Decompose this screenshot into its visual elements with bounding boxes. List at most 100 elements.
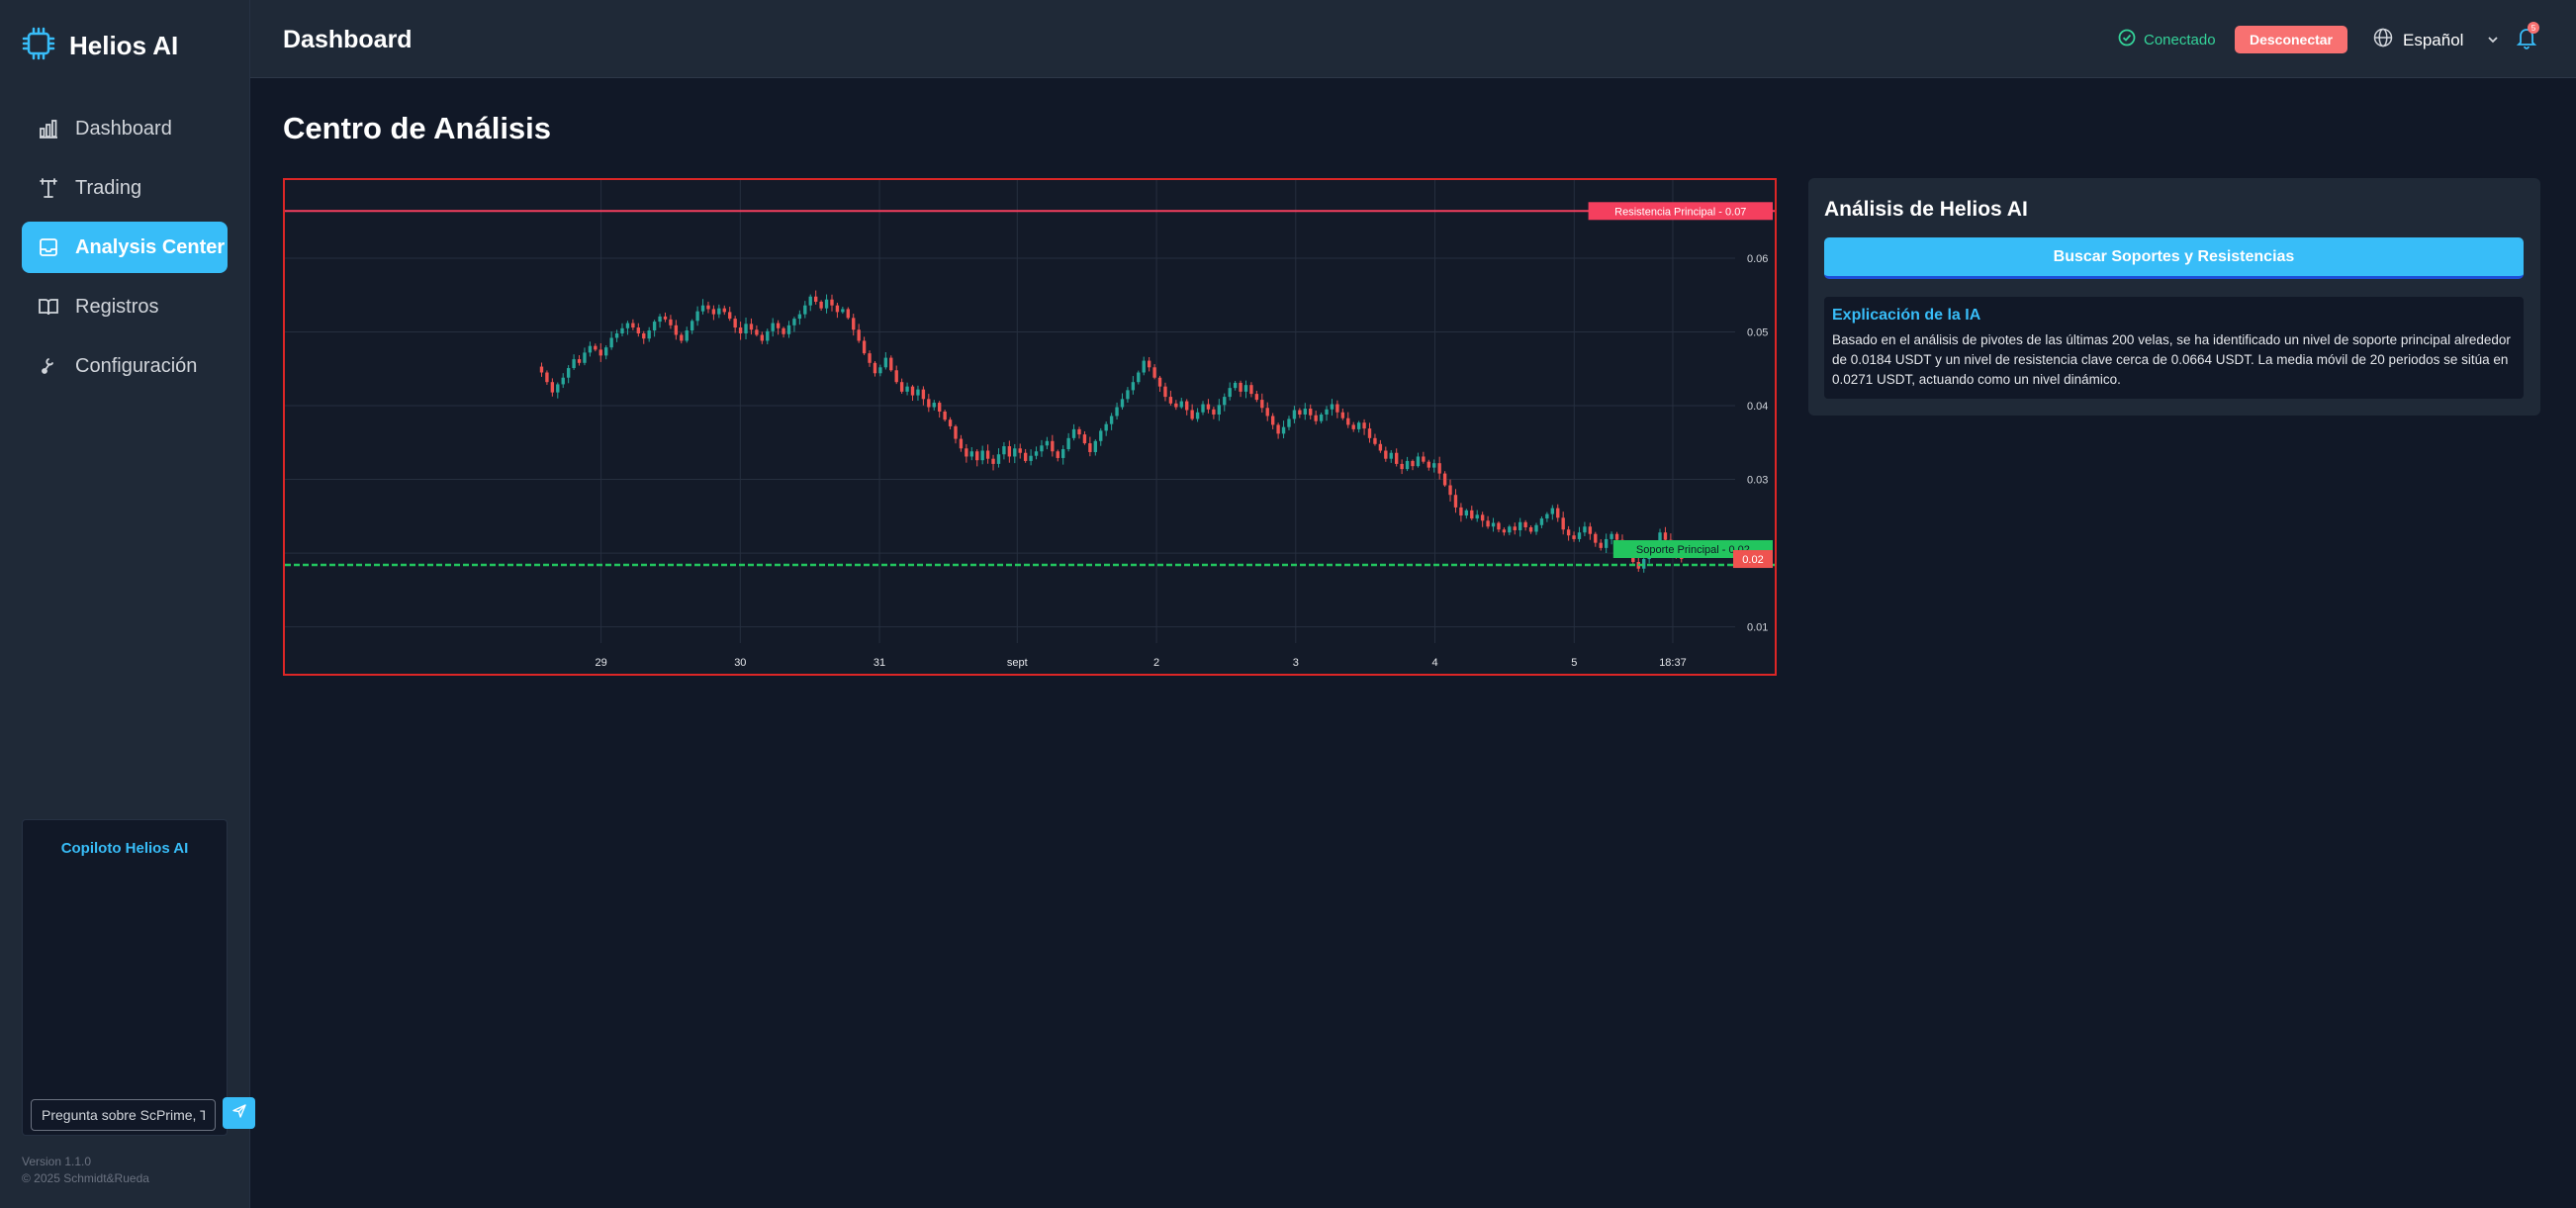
candle-body bbox=[1346, 418, 1350, 425]
x-tick-label: sept bbox=[1007, 657, 1028, 669]
candle-body bbox=[1233, 382, 1238, 389]
y-tick-label: 0.05 bbox=[1747, 327, 1768, 339]
candle-body bbox=[1475, 514, 1479, 519]
find-support-resistance-button[interactable]: Buscar Soportes y Resistencias bbox=[1824, 237, 2524, 279]
send-icon bbox=[231, 1103, 246, 1123]
candle-body bbox=[824, 299, 829, 309]
candle-body bbox=[996, 454, 1001, 464]
panel-title: Análisis de Helios AI bbox=[1824, 198, 2028, 221]
candle-body bbox=[1437, 463, 1441, 474]
bell-icon bbox=[2516, 29, 2537, 53]
candle-body bbox=[1448, 485, 1452, 496]
connection-status-label: Conectado bbox=[2144, 31, 2216, 48]
price-chart[interactable]: 0.06 0.05 0.04 0.03 0.02 0.01 29 30 31 sept 2 3 4 5 18… bbox=[283, 178, 1777, 676]
candle-body bbox=[771, 323, 775, 331]
language-selector[interactable]: Español bbox=[2373, 28, 2499, 52]
candle-body bbox=[889, 357, 893, 371]
candle-body bbox=[1594, 533, 1598, 543]
candle-body bbox=[1239, 382, 1242, 392]
candle-body bbox=[1384, 450, 1388, 459]
candle-body bbox=[1168, 397, 1173, 404]
copilot-send-button[interactable] bbox=[223, 1097, 255, 1129]
brand[interactable]: Helios AI bbox=[22, 26, 178, 65]
candle-body bbox=[685, 330, 689, 341]
candle-body bbox=[1223, 397, 1227, 406]
candle-body bbox=[1109, 416, 1114, 424]
candle-body bbox=[819, 301, 823, 309]
candle-body bbox=[1486, 520, 1490, 527]
ai-explanation: Explicación de la IA Basado en el anális… bbox=[1824, 297, 2524, 399]
header-title: Dashboard bbox=[283, 26, 413, 53]
sidebar-item-registros[interactable]: Registros bbox=[22, 281, 228, 332]
candle-body bbox=[722, 308, 726, 313]
candle-body bbox=[609, 337, 613, 348]
sidebar-item-trading[interactable]: Trading bbox=[22, 162, 228, 214]
chevron-down-icon bbox=[2487, 31, 2499, 50]
x-tick-label: 31 bbox=[874, 657, 885, 669]
candle-body bbox=[873, 362, 877, 374]
candle-body bbox=[932, 403, 936, 408]
sidebar-item-configuracion[interactable]: Configuración bbox=[22, 340, 228, 392]
candlestick-chart[interactable]: 0.06 0.05 0.04 0.03 0.02 0.01 29 30 31 sept 2 3 4 5 18… bbox=[285, 180, 1775, 674]
resistance-label-bg bbox=[1588, 202, 1773, 221]
candle-body bbox=[1142, 360, 1146, 373]
x-tick-label: 3 bbox=[1293, 657, 1299, 669]
candle-body bbox=[744, 324, 748, 334]
candle-body bbox=[808, 296, 812, 306]
candle-body bbox=[1212, 409, 1216, 415]
candle-body bbox=[1534, 524, 1538, 532]
disconnect-button[interactable]: Desconectar bbox=[2235, 26, 2347, 53]
copilot-panel: Copiloto Helios AI bbox=[22, 819, 228, 1136]
candle-body bbox=[1303, 409, 1307, 415]
candle-body bbox=[1340, 412, 1345, 418]
candle-body bbox=[1588, 526, 1593, 534]
candle-body bbox=[959, 438, 964, 449]
candle-body bbox=[1029, 455, 1033, 461]
candle-body bbox=[631, 323, 635, 328]
candle-body bbox=[620, 327, 624, 334]
x-tick-label: 30 bbox=[734, 657, 746, 669]
support-label-bg bbox=[1612, 540, 1773, 559]
book-icon bbox=[38, 296, 59, 318]
candle-body bbox=[738, 327, 743, 334]
candle-body bbox=[846, 309, 850, 319]
antenna-icon bbox=[38, 177, 59, 199]
candle-body bbox=[943, 412, 947, 420]
candle-body bbox=[1508, 526, 1512, 533]
candle-body bbox=[1389, 452, 1393, 459]
candle-body bbox=[899, 382, 904, 392]
candle-body bbox=[1480, 514, 1485, 521]
candle-body bbox=[1497, 522, 1501, 530]
candle-body bbox=[1185, 401, 1189, 411]
candle-body bbox=[1614, 533, 1619, 540]
candle-body bbox=[642, 333, 646, 339]
candle-body bbox=[674, 325, 679, 335]
candle-body bbox=[594, 345, 598, 350]
candle-body bbox=[1201, 404, 1205, 413]
candle-body bbox=[1018, 448, 1022, 453]
candle-body bbox=[1442, 473, 1447, 486]
candle-body bbox=[1066, 437, 1070, 450]
candle-body bbox=[1287, 418, 1291, 427]
brand-title: Helios AI bbox=[69, 30, 179, 60]
candle-body bbox=[782, 327, 785, 334]
candle-body bbox=[1378, 443, 1383, 451]
candle-body bbox=[975, 451, 979, 461]
candle-body bbox=[786, 325, 791, 334]
candle-body bbox=[1093, 440, 1097, 452]
candle-body bbox=[1356, 422, 1361, 429]
candle-body bbox=[1577, 532, 1582, 539]
candle-body bbox=[1056, 451, 1059, 458]
copilot-input[interactable] bbox=[31, 1099, 216, 1131]
y-tick-label: 0.01 bbox=[1747, 622, 1768, 634]
candle-body bbox=[1082, 434, 1087, 444]
candle-body bbox=[1416, 456, 1421, 467]
candle-body bbox=[680, 334, 684, 341]
sidebar-item-analysis-center[interactable]: Analysis Center bbox=[22, 222, 228, 273]
globe-icon bbox=[2373, 28, 2393, 52]
candle-body bbox=[1281, 426, 1286, 434]
resistance-label: Resistencia Principal - 0.07 bbox=[1614, 206, 1746, 218]
candle-body bbox=[830, 299, 834, 306]
sidebar-item-dashboard[interactable]: Dashboard bbox=[22, 103, 228, 154]
candle-body bbox=[1502, 529, 1507, 533]
